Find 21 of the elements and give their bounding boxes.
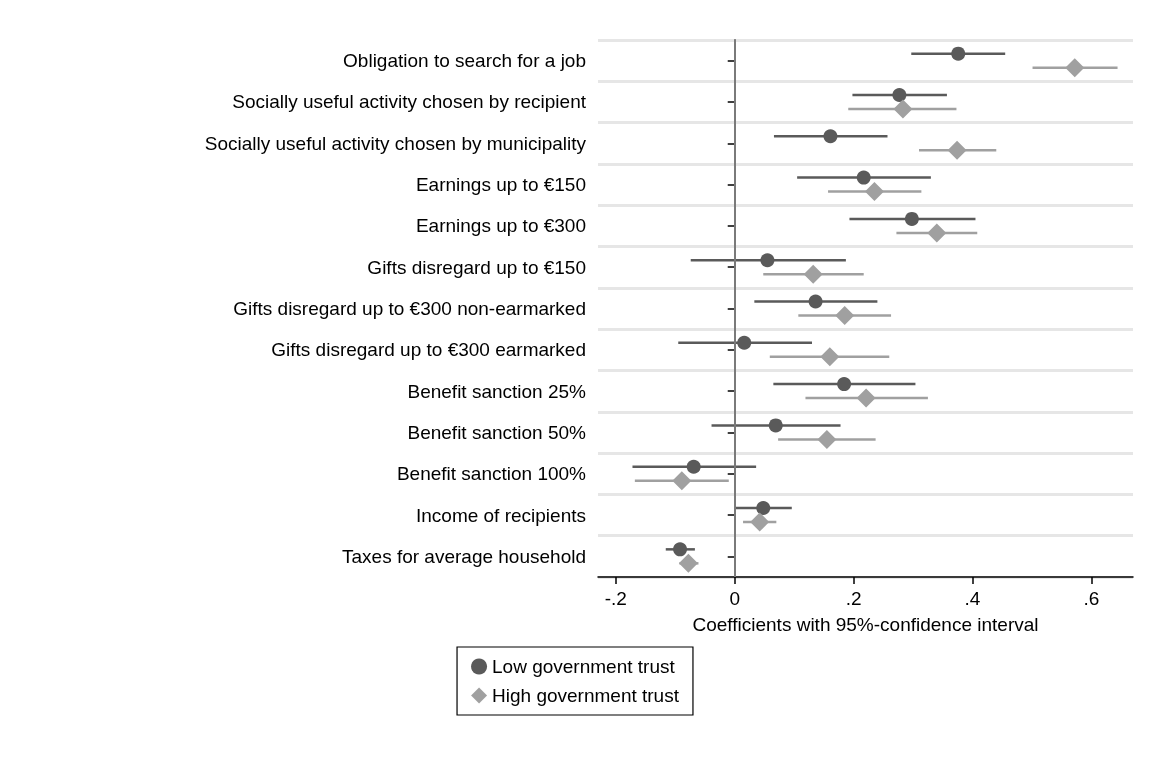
y-tick-label: Benefit sanction 50% [407, 421, 587, 443]
legend-label: High government trust [492, 685, 680, 706]
y-tick-label: Gifts disregard up to €300 earmarked [271, 339, 586, 361]
x-tick-label: .2 [845, 588, 862, 609]
y-tick-label: Taxes for average household [342, 545, 586, 567]
x-axis-title: Coefficients with 95%-confidence interval [692, 614, 1039, 635]
y-tick-label: Earnings up to €300 [415, 215, 586, 237]
y-tick-label: Benefit sanction 25% [407, 380, 587, 402]
y-tick-label: Socially useful activity chosen by recipient [232, 91, 587, 113]
x-tick-label: -.2 [604, 588, 627, 609]
x-tick-label: .4 [964, 588, 981, 609]
y-tick-label: Socially useful activity chosen by municipality [204, 132, 587, 154]
y-tick-label: Income of recipients [415, 504, 586, 526]
y-tick-label: Benefit sanction 100% [396, 463, 587, 485]
y-tick-label: Obligation to search for a job [343, 50, 586, 72]
y-tick-label: Earnings up to €150 [415, 174, 586, 196]
x-tick-label: 0 [729, 588, 741, 609]
y-tick-label: Gifts disregard up to €300 non-earmarked [233, 298, 586, 319]
y-tick-label: Gifts disregard up to €150 [367, 256, 586, 278]
x-tick-label: .6 [1083, 588, 1100, 609]
legend-label: Low government trust [492, 656, 676, 677]
